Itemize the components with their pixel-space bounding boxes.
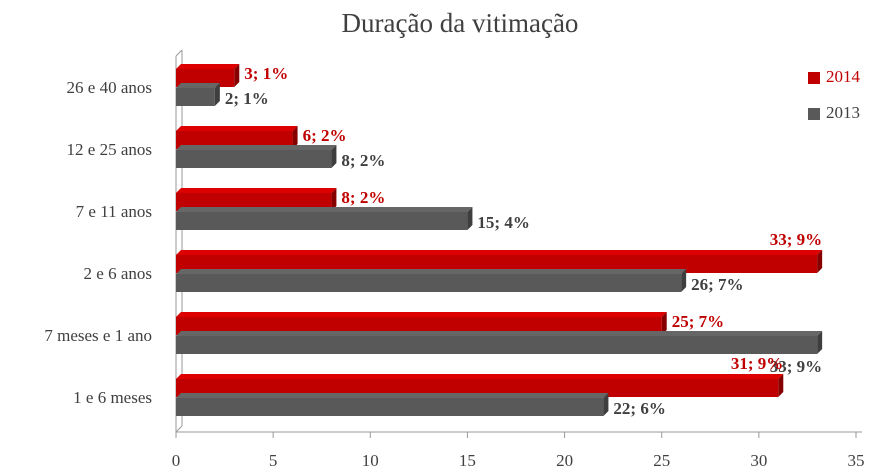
x-tick-label: 10: [362, 451, 379, 470]
x-tick-label: 0: [172, 451, 181, 470]
bar: [176, 88, 215, 106]
bar-side: [817, 331, 823, 354]
wall-edge: [175, 425, 183, 433]
x-tick-label: 15: [459, 451, 476, 470]
data-label: 22; 6%: [613, 399, 665, 418]
x-tick-label: 20: [556, 451, 573, 470]
bar: [176, 379, 779, 397]
data-label: 31; 9%: [731, 354, 783, 373]
bar-top: [176, 126, 298, 131]
y-tick-label: 12 e 25 anos: [67, 140, 152, 159]
bar-side: [234, 64, 240, 87]
data-label: 33; 9%: [770, 357, 822, 376]
bar-top: [176, 331, 823, 336]
bar: [176, 274, 682, 292]
bar-top: [176, 250, 823, 255]
bar: [176, 317, 662, 335]
y-tick-label: 7 e 11 anos: [76, 202, 152, 221]
x-tick-label: 30: [750, 451, 767, 470]
bar-top: [176, 83, 220, 88]
y-tick-label: 7 meses e 1 ano: [44, 326, 152, 345]
bar-side: [661, 312, 667, 335]
bar: [176, 131, 293, 149]
bar-top: [176, 312, 667, 317]
data-label: 3; 1%: [244, 64, 288, 83]
data-label: 33; 9%: [770, 230, 822, 249]
bar-top: [176, 269, 687, 274]
legend-swatch: [808, 108, 820, 120]
bar-top: [176, 374, 784, 379]
bar-side: [817, 250, 823, 273]
bar-top: [176, 188, 337, 193]
wall-edge: [175, 49, 183, 57]
data-label: 2; 1%: [225, 89, 269, 108]
bar-side: [331, 188, 337, 211]
bar: [176, 193, 332, 211]
bar-side: [681, 269, 687, 292]
bar-top: [176, 207, 473, 212]
legend-swatch: [808, 72, 820, 84]
data-label: 15; 4%: [477, 213, 529, 232]
bar: [176, 255, 818, 273]
bar: [176, 336, 818, 354]
x-tick-label: 25: [653, 451, 670, 470]
bar-top: [176, 145, 337, 150]
bar-top: [176, 393, 609, 398]
bar: [176, 69, 235, 87]
bar-side: [292, 126, 298, 149]
x-tick-label: 5: [269, 451, 278, 470]
chart-title: Duração da vitimação: [342, 8, 579, 38]
y-tick-label: 1 e 6 meses: [73, 388, 152, 407]
y-tick-label: 26 e 40 anos: [67, 78, 152, 97]
bar-side: [603, 393, 609, 416]
y-tick-label: 2 e 6 anos: [84, 264, 152, 283]
legend-label: 2013: [826, 103, 860, 122]
data-label: 8; 2%: [341, 151, 385, 170]
data-label: 6; 2%: [303, 126, 347, 145]
data-label: 26; 7%: [691, 275, 743, 294]
bar: [176, 212, 468, 230]
legend-label: 2014: [826, 67, 861, 86]
bar-side: [778, 374, 784, 397]
bar-side: [214, 83, 220, 106]
bar-side: [331, 145, 337, 168]
bar: [176, 398, 604, 416]
bar: [176, 150, 332, 168]
bar-top: [176, 64, 240, 69]
data-label: 8; 2%: [341, 188, 385, 207]
data-label: 25; 7%: [672, 312, 724, 331]
bar-side: [467, 207, 473, 230]
x-tick-label: 35: [848, 451, 865, 470]
